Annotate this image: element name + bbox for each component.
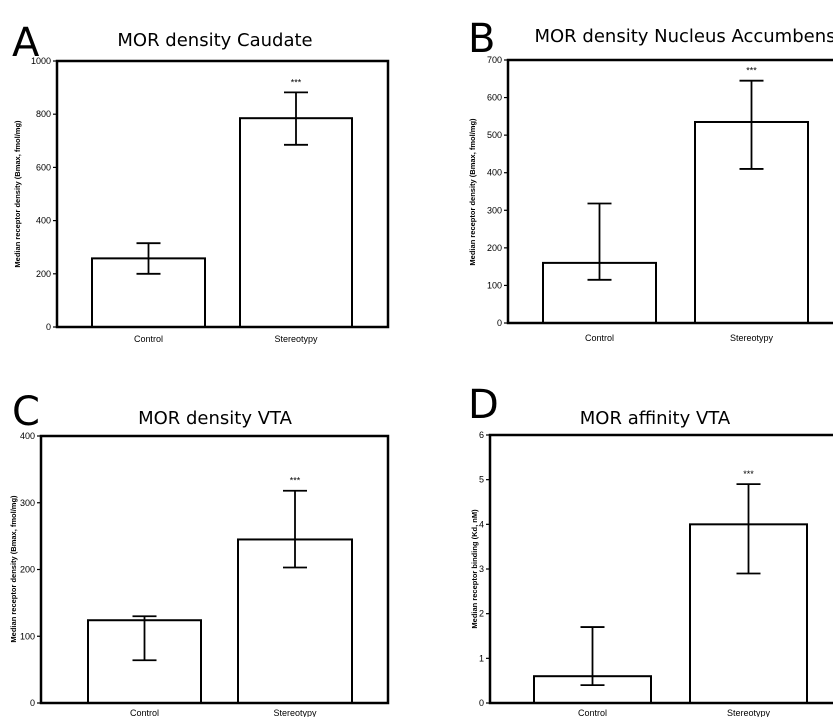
x-category-label: Control bbox=[585, 333, 614, 343]
y-tick-label: 300 bbox=[487, 205, 502, 215]
significance-label: *** bbox=[290, 476, 301, 486]
y-tick-label: 500 bbox=[487, 130, 502, 140]
plot-frame bbox=[39, 434, 390, 705]
chart-title: MOR density VTA bbox=[138, 408, 293, 429]
y-tick-label: 0 bbox=[46, 322, 51, 332]
y-tick-label: 600 bbox=[487, 93, 502, 103]
x-category-label: Stereotypy bbox=[273, 708, 317, 717]
y-axis-label: Median receptor density (Bmax, fmol/mg) bbox=[13, 120, 22, 268]
y-tick-label: 3 bbox=[479, 564, 484, 574]
y-tick-label: 300 bbox=[20, 498, 35, 508]
panel-c: C MOR density VTA Median receptor density … bbox=[9, 389, 390, 717]
y-axis-label: Median receptor density (Bmax, fmol/mg) bbox=[9, 495, 18, 643]
panel-a: A MOR density Caudate Median receptor dens… bbox=[12, 20, 390, 344]
y-tick-label: 5 bbox=[479, 475, 484, 485]
y-axis-label: Median receptor density (Bmax, fmol/mg) bbox=[468, 118, 477, 266]
y-tick-label: 700 bbox=[487, 55, 502, 65]
chart-title: MOR density Caudate bbox=[117, 30, 312, 51]
x-category-label: Control bbox=[134, 334, 163, 344]
y-tick-label: 1 bbox=[479, 653, 484, 663]
y-tick-label: 200 bbox=[487, 243, 502, 253]
y-tick-label: 400 bbox=[36, 216, 51, 226]
y-tick-label: 200 bbox=[36, 269, 51, 279]
y-tick-label: 4 bbox=[479, 519, 484, 529]
panel-letter: C bbox=[12, 389, 40, 435]
chart-title: MOR affinity VTA bbox=[580, 408, 731, 429]
plot-frame bbox=[55, 59, 390, 329]
x-category-label: Control bbox=[130, 708, 159, 717]
x-category-label: Stereotypy bbox=[274, 334, 318, 344]
y-tick-label: 400 bbox=[20, 431, 35, 441]
x-category-label: Control bbox=[578, 708, 607, 717]
x-category-label: Stereotypy bbox=[730, 333, 774, 343]
chart-title: MOR density Nucleus Accumbens bbox=[534, 26, 833, 47]
y-tick-label: 0 bbox=[30, 698, 35, 708]
plot-frame bbox=[506, 58, 833, 325]
significance-label: *** bbox=[746, 66, 757, 76]
y-tick-label: 200 bbox=[20, 565, 35, 575]
y-tick-label: 6 bbox=[479, 430, 484, 440]
y-axis-label: Median receptor binding (Kd, nM) bbox=[470, 509, 479, 629]
panel-letter: A bbox=[12, 20, 40, 66]
y-tick-label: 100 bbox=[20, 631, 35, 641]
significance-label: *** bbox=[743, 469, 754, 479]
y-tick-label: 800 bbox=[36, 109, 51, 119]
panel-d: D MOR affinity VTA Median receptor binding… bbox=[468, 382, 833, 717]
panel-letter: B bbox=[468, 16, 495, 62]
x-category-label: Stereotypy bbox=[727, 708, 771, 717]
significance-label: *** bbox=[291, 77, 302, 87]
y-tick-label: 1000 bbox=[31, 56, 51, 66]
y-tick-label: 600 bbox=[36, 162, 51, 172]
y-tick-label: 0 bbox=[497, 318, 502, 328]
plot-frame bbox=[488, 433, 833, 705]
panel-letter: D bbox=[468, 382, 499, 428]
panel-b: B MOR density Nucleus Accumbens Median rec… bbox=[468, 16, 833, 343]
bar-stereotypy bbox=[239, 117, 353, 328]
y-tick-label: 400 bbox=[487, 168, 502, 178]
y-tick-label: 0 bbox=[479, 698, 484, 708]
y-tick-label: 2 bbox=[479, 609, 484, 619]
y-tick-label: 100 bbox=[487, 280, 502, 290]
